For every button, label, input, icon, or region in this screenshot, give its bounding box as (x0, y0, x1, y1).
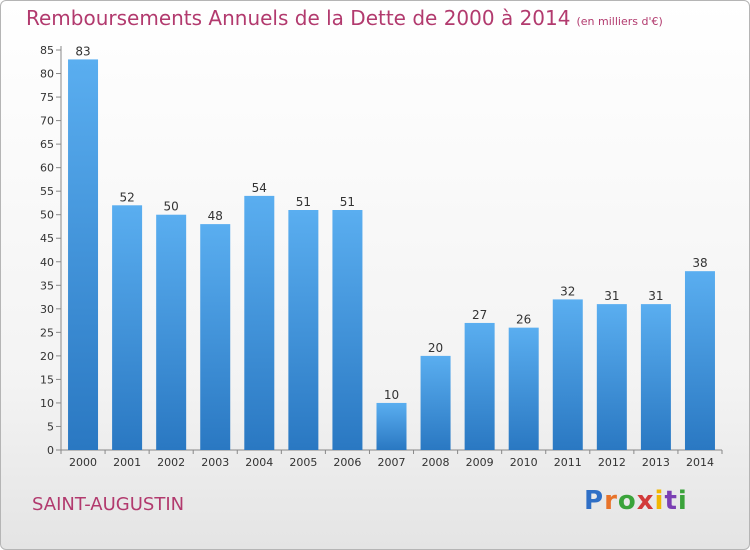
bar (552, 299, 583, 450)
data-label: 31 (604, 289, 619, 303)
bar (68, 59, 99, 450)
data-label: 20 (428, 341, 443, 355)
x-tick-label: 2013 (642, 456, 670, 469)
bar (156, 214, 187, 450)
y-tick-label: 50 (40, 209, 54, 222)
x-tick-label: 2000 (69, 456, 97, 469)
chart-title: Remboursements Annuels de la Dette de 20… (26, 6, 663, 30)
y-tick-label: 80 (40, 68, 54, 81)
y-tick-label: 25 (40, 326, 54, 339)
y-tick-label: 45 (40, 232, 54, 245)
y-tick-label: 40 (40, 256, 54, 269)
data-label: 26 (516, 313, 531, 327)
x-tick-label: 2004 (245, 456, 273, 469)
data-label: 10 (384, 388, 399, 402)
y-tick-label: 55 (40, 185, 54, 198)
x-tick-label: 2002 (157, 456, 185, 469)
x-tick-label: 2011 (554, 456, 582, 469)
y-tick-label: 35 (40, 279, 54, 292)
data-label: 27 (472, 308, 487, 322)
data-label: 51 (340, 195, 355, 209)
y-tick-label: 20 (40, 350, 54, 363)
bar (244, 195, 275, 450)
y-tick-label: 65 (40, 138, 54, 151)
bar (464, 322, 495, 450)
bar (596, 304, 627, 450)
x-tick-label: 2012 (598, 456, 626, 469)
x-tick-label: 2006 (333, 456, 361, 469)
chart-title-text: Remboursements Annuels de la Dette de 20… (26, 6, 571, 30)
x-tick-label: 2008 (422, 456, 450, 469)
data-label: 54 (252, 181, 267, 195)
bar (288, 210, 319, 450)
chart-unit: (en milliers d'€) (576, 15, 663, 28)
bar (640, 304, 671, 450)
x-tick-label: 2001 (113, 456, 141, 469)
bars: 83 52 50 48 54 51 51 10 20 27 26 32 31 31 38 (68, 44, 715, 450)
y-tick-label: 60 (40, 162, 54, 175)
data-label: 50 (164, 200, 179, 214)
data-label: 38 (692, 256, 707, 270)
y-tick-label: 70 (40, 115, 54, 128)
data-label: 51 (296, 195, 311, 209)
place-name: SAINT-AUGUSTIN (32, 494, 185, 515)
bar (420, 355, 451, 450)
bar (376, 402, 407, 450)
bar (200, 224, 231, 450)
x-tick-label: 2003 (201, 456, 229, 469)
y-tick-label: 85 (40, 44, 54, 57)
x-tick-label: 2014 (686, 456, 714, 469)
y-tick-label: 15 (40, 373, 54, 386)
y-tick-label: 10 (40, 397, 54, 410)
y-tick-label: 30 (40, 303, 54, 316)
data-label: 83 (75, 44, 90, 58)
x-tick-label: 2010 (510, 456, 538, 469)
bar (508, 327, 539, 450)
data-label: 32 (560, 284, 575, 298)
x-tick-label: 2007 (378, 456, 406, 469)
data-label: 31 (648, 289, 663, 303)
y-tick-label: 0 (47, 444, 54, 457)
bar (332, 210, 363, 450)
bar (684, 271, 715, 450)
x-tick-label: 2009 (466, 456, 494, 469)
data-label: 48 (208, 209, 223, 223)
proxiti-logo: Proxiti (584, 486, 688, 516)
x-tick-label: 2005 (289, 456, 317, 469)
y-tick-label: 75 (40, 91, 54, 104)
bar (112, 205, 143, 450)
data-label: 52 (119, 190, 134, 204)
y-tick-label: 5 (47, 420, 54, 433)
